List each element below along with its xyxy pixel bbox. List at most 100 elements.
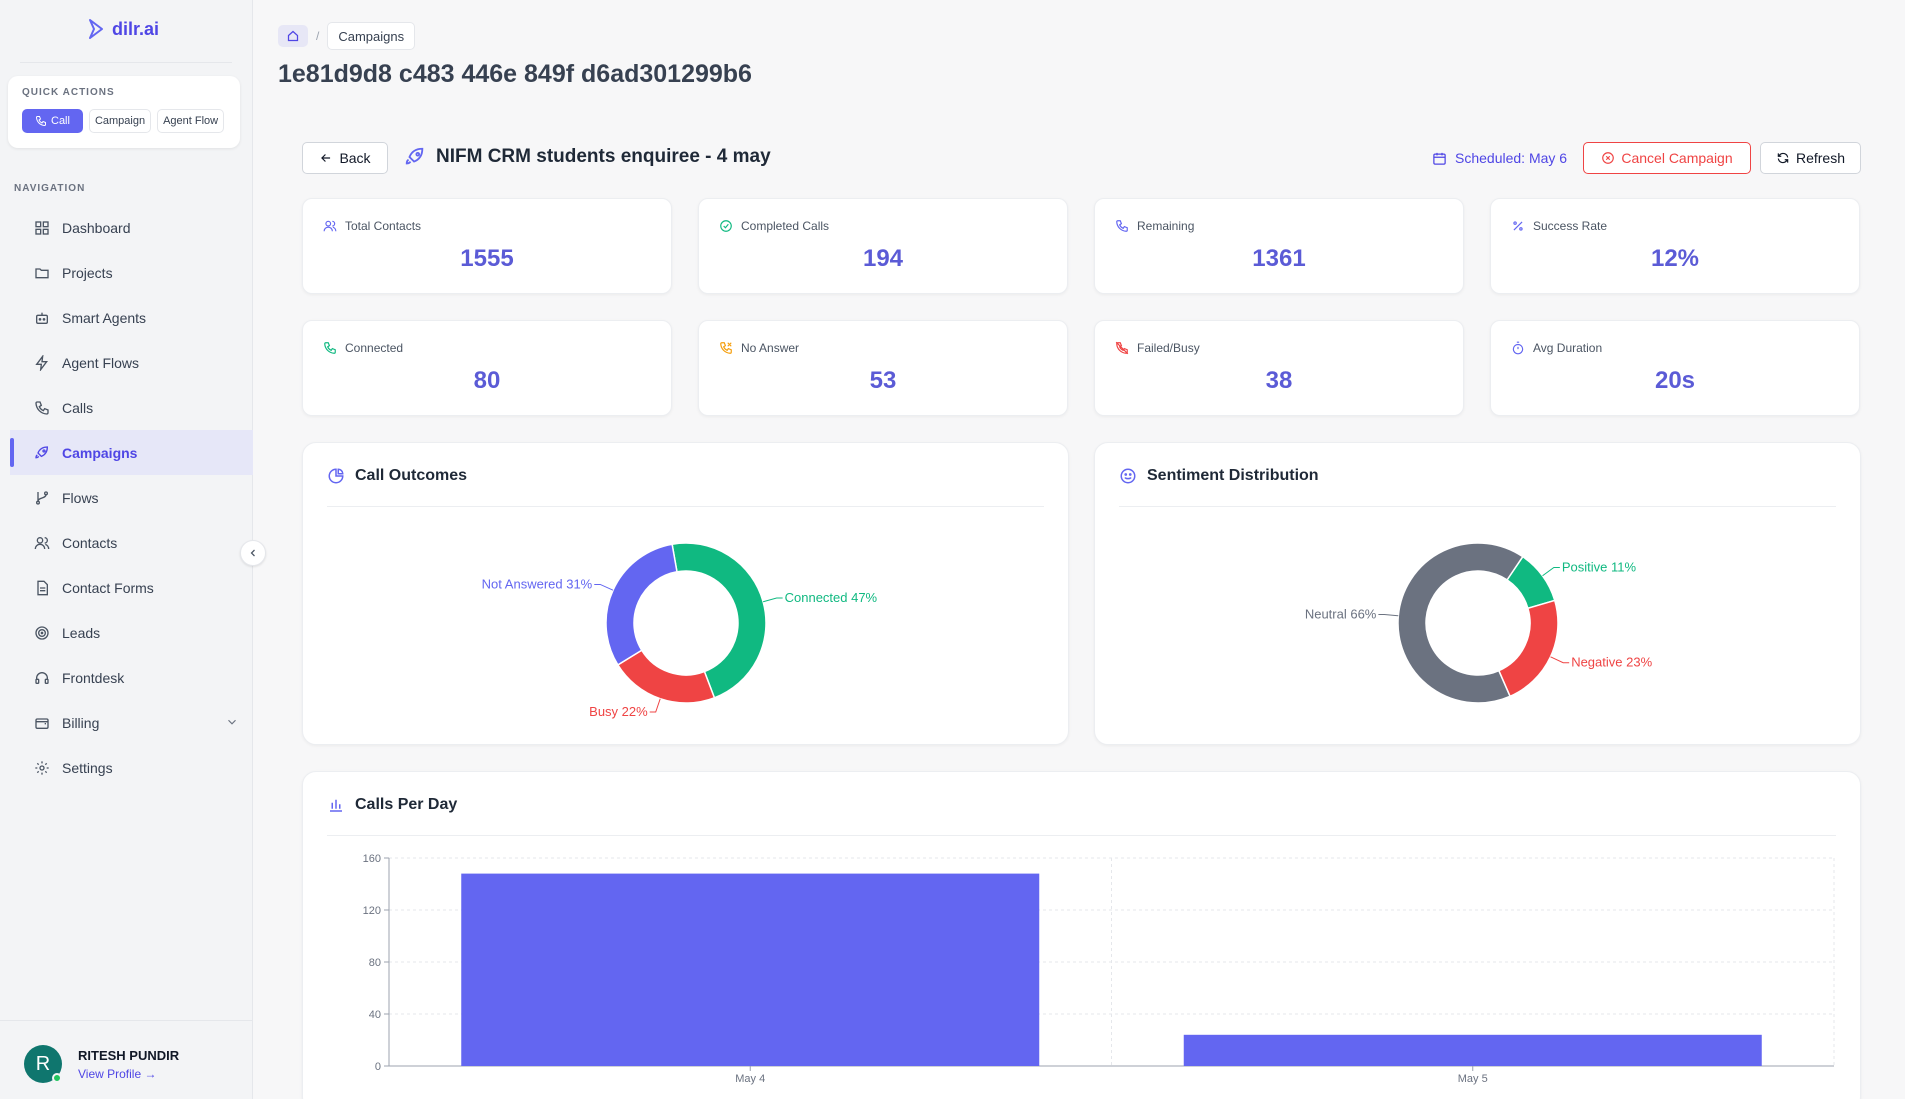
breadcrumb-campaigns[interactable]: Campaigns (327, 22, 416, 50)
file-text-icon (37, 580, 48, 595)
nav-title: NAVIGATION (14, 183, 86, 194)
call-outcomes-slice-1[interactable] (616, 649, 716, 704)
stat-label: Failed/Busy (1137, 341, 1200, 355)
nav-item-contact-forms[interactable]: Contact Forms (10, 565, 253, 610)
refresh-icon (1777, 152, 1789, 164)
calls-per-day-card: Calls Per Day 0 40 80 120 160 May 4 May 5 (302, 771, 1861, 1099)
stat-value: 12% (1650, 245, 1700, 272)
nav-item-agent-flows[interactable]: Agent Flows (10, 340, 253, 385)
calendar-icon (1433, 152, 1446, 165)
gear-icon (35, 760, 49, 775)
quick-campaign-button[interactable]: Campaign (88, 109, 152, 133)
bar-chart-icon (330, 799, 342, 812)
call-outcomes-card: Call Outcomes Connected 47% Busy 22% Not A… (302, 442, 1069, 745)
users-icon (34, 536, 50, 549)
phone-icon (35, 400, 49, 415)
sentiment-slice-2[interactable] (1397, 542, 1524, 704)
nav-item-contacts[interactable]: Contacts (10, 520, 253, 565)
nav-item-leads[interactable]: Leads (10, 610, 253, 655)
page-title: 1e81d9d8 c483 446e 849f d6ad301299b6 (278, 60, 752, 88)
sentiment-leader-0 (1542, 566, 1560, 577)
pie-chart-icon (328, 468, 344, 484)
call-outcomes-label-0: Connected 47% (785, 590, 878, 605)
sentiment-card: Sentiment Distribution Positive 11% Negat… (1094, 442, 1861, 745)
nav-item-billing[interactable]: Billing (10, 700, 253, 745)
stat-total-contacts: Total Contacts 1555 (302, 198, 672, 294)
nav-label: Billing (62, 714, 100, 731)
stat-label: Total Contacts (345, 219, 422, 233)
nav-item-projects[interactable]: Projects (10, 250, 253, 295)
quick-call-button[interactable]: Call (22, 109, 83, 133)
scheduled-label: Scheduled: May 6 (1455, 150, 1568, 166)
stat-label: Connected (345, 341, 404, 355)
stat-remaining: Remaining 1361 (1094, 198, 1464, 294)
divider (0, 1020, 252, 1021)
back-label: Back (339, 150, 371, 166)
campaign-name: NIFM CRM students enquiree - 4 may (436, 146, 771, 167)
nav-item-smart-agents[interactable]: Smart Agents (10, 295, 253, 340)
stat-value: 38 (1265, 367, 1293, 394)
nav-item-calls[interactable]: Calls (10, 385, 253, 430)
call-outcomes-slice-2[interactable] (605, 543, 678, 666)
cancel-campaign-button[interactable]: Cancel Campaign (1583, 142, 1751, 174)
nav-item-frontdesk[interactable]: Frontdesk (10, 655, 253, 700)
percent-icon (1513, 221, 1523, 231)
brand-logo[interactable]: dilr.ai (86, 18, 159, 40)
call-outcomes-leader-0 (762, 597, 783, 603)
rocket-icon (35, 445, 49, 458)
home-icon (287, 30, 299, 42)
call-outcomes-slice-0[interactable] (671, 542, 767, 699)
y-tick-label-0: 0 (375, 1061, 381, 1073)
nav-item-campaigns[interactable]: Campaigns (10, 430, 253, 475)
check-circle-icon (720, 220, 732, 232)
breadcrumb-home[interactable] (278, 25, 308, 47)
sentiment-label-1: Negative 23% (1571, 655, 1652, 670)
nav-label: Calls (62, 399, 94, 416)
phone-missed-icon (720, 342, 732, 354)
nav-label: Projects (62, 264, 113, 281)
phone-icon (1116, 220, 1128, 232)
user-name: RITESH PUNDIR (78, 1048, 180, 1063)
bar-1[interactable] (1183, 1034, 1762, 1066)
y-tick-label-3: 120 (363, 905, 381, 917)
stat-completed-calls: Completed Calls 194 (698, 198, 1068, 294)
stat-label: Remaining (1137, 219, 1195, 233)
brand-name: dilr.ai (112, 18, 160, 39)
stat-no-answer: No Answer 53 (698, 320, 1068, 416)
x-circle-icon (1602, 152, 1615, 164)
stat-label: Completed Calls (741, 219, 830, 233)
stat-avg-duration: Avg Duration 20s (1490, 320, 1860, 416)
nav-item-flows[interactable]: Flows (10, 475, 253, 520)
back-button[interactable]: Back (302, 142, 388, 174)
online-status-dot (52, 1073, 62, 1083)
git-branch-icon (36, 490, 48, 505)
bar-0[interactable] (461, 873, 1040, 1066)
stat-value: 194 (862, 245, 904, 272)
y-tick-label-4: 160 (363, 853, 381, 865)
collapse-sidebar-button[interactable] (240, 540, 266, 566)
call-outcomes-donut: Connected 47% Busy 22% Not Answered 31% (482, 542, 878, 719)
quick-agent-flow-button[interactable]: Agent Flow (157, 109, 225, 133)
sentiment-label-0: Positive 11% (1562, 559, 1637, 574)
campaign-title: NIFM CRM students enquiree - 4 may (404, 146, 771, 168)
nav-list: Dashboard Projects Smart Agents Agent Fl… (10, 205, 253, 790)
x-tick-label-0: May 4 (735, 1073, 765, 1085)
scheduled-date: Scheduled: May 6 (1432, 150, 1567, 166)
nav-item-settings[interactable]: Settings (10, 745, 253, 790)
folder-icon (35, 267, 49, 278)
sentiment-slice-1[interactable] (1497, 599, 1559, 698)
refresh-label: Refresh (1795, 150, 1846, 166)
nav-label: Contact Forms (62, 579, 154, 596)
refresh-button[interactable]: Refresh (1760, 142, 1861, 174)
nav-item-dashboard[interactable]: Dashboard (10, 205, 253, 250)
nav-label: Agent Flows (62, 354, 140, 371)
phone-icon (35, 116, 46, 127)
sentiment-donut: Positive 11% Negative 23% Neutral 66% (1305, 542, 1653, 704)
view-profile-link[interactable]: View Profile → (78, 1067, 157, 1081)
nav-label: Dashboard (62, 219, 131, 236)
arrow-left-icon (321, 154, 331, 162)
breadcrumb-separator: / (316, 29, 320, 43)
zap-icon (35, 354, 48, 371)
call-outcomes-leader-2 (594, 583, 614, 591)
sentiment-leader-2 (1378, 613, 1399, 617)
